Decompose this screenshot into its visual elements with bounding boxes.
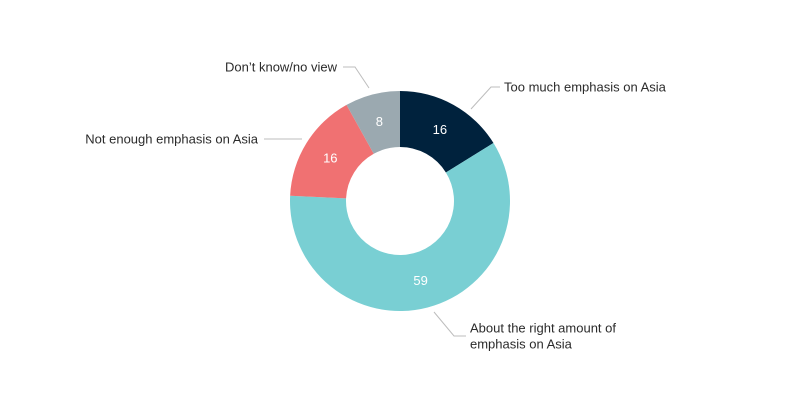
slice-value-labels: 16 59 16 8 [323, 114, 447, 288]
callout-leader-lines [264, 66, 500, 337]
callout-label-1: About the right amount of emphasis on Asi… [470, 321, 616, 352]
callout-label-line: Not enough emphasis on Asia [85, 132, 258, 147]
callout-label-line: emphasis on Asia [470, 337, 573, 352]
callout-label-line: Don’t know/no view [225, 60, 338, 75]
callout-leader-1 [433, 311, 466, 337]
slice-value-label-1: 59 [413, 273, 427, 288]
callout-leader-3 [343, 66, 370, 89]
slice-value-label-2: 16 [323, 150, 337, 165]
slice-value-label-0: 16 [433, 122, 447, 137]
callout-label-2: Not enough emphasis on Asia [85, 132, 258, 147]
donut-slices [290, 91, 510, 312]
callout-label-line: Too much emphasis on Asia [504, 80, 667, 95]
callout-label-3: Don’t know/no view [225, 60, 338, 75]
callout-leader-0 [470, 86, 500, 110]
callout-label-line: About the right amount of [470, 321, 616, 336]
donut-slice-0 [400, 91, 494, 173]
callout-labels: Too much emphasis on Asia About the right… [85, 60, 666, 352]
slice-value-label-3: 8 [376, 114, 383, 129]
donut-slice-2 [290, 104, 374, 199]
callout-label-0: Too much emphasis on Asia [504, 80, 667, 95]
donut-slice-3 [346, 91, 400, 154]
donut-slice-1 [290, 143, 510, 312]
